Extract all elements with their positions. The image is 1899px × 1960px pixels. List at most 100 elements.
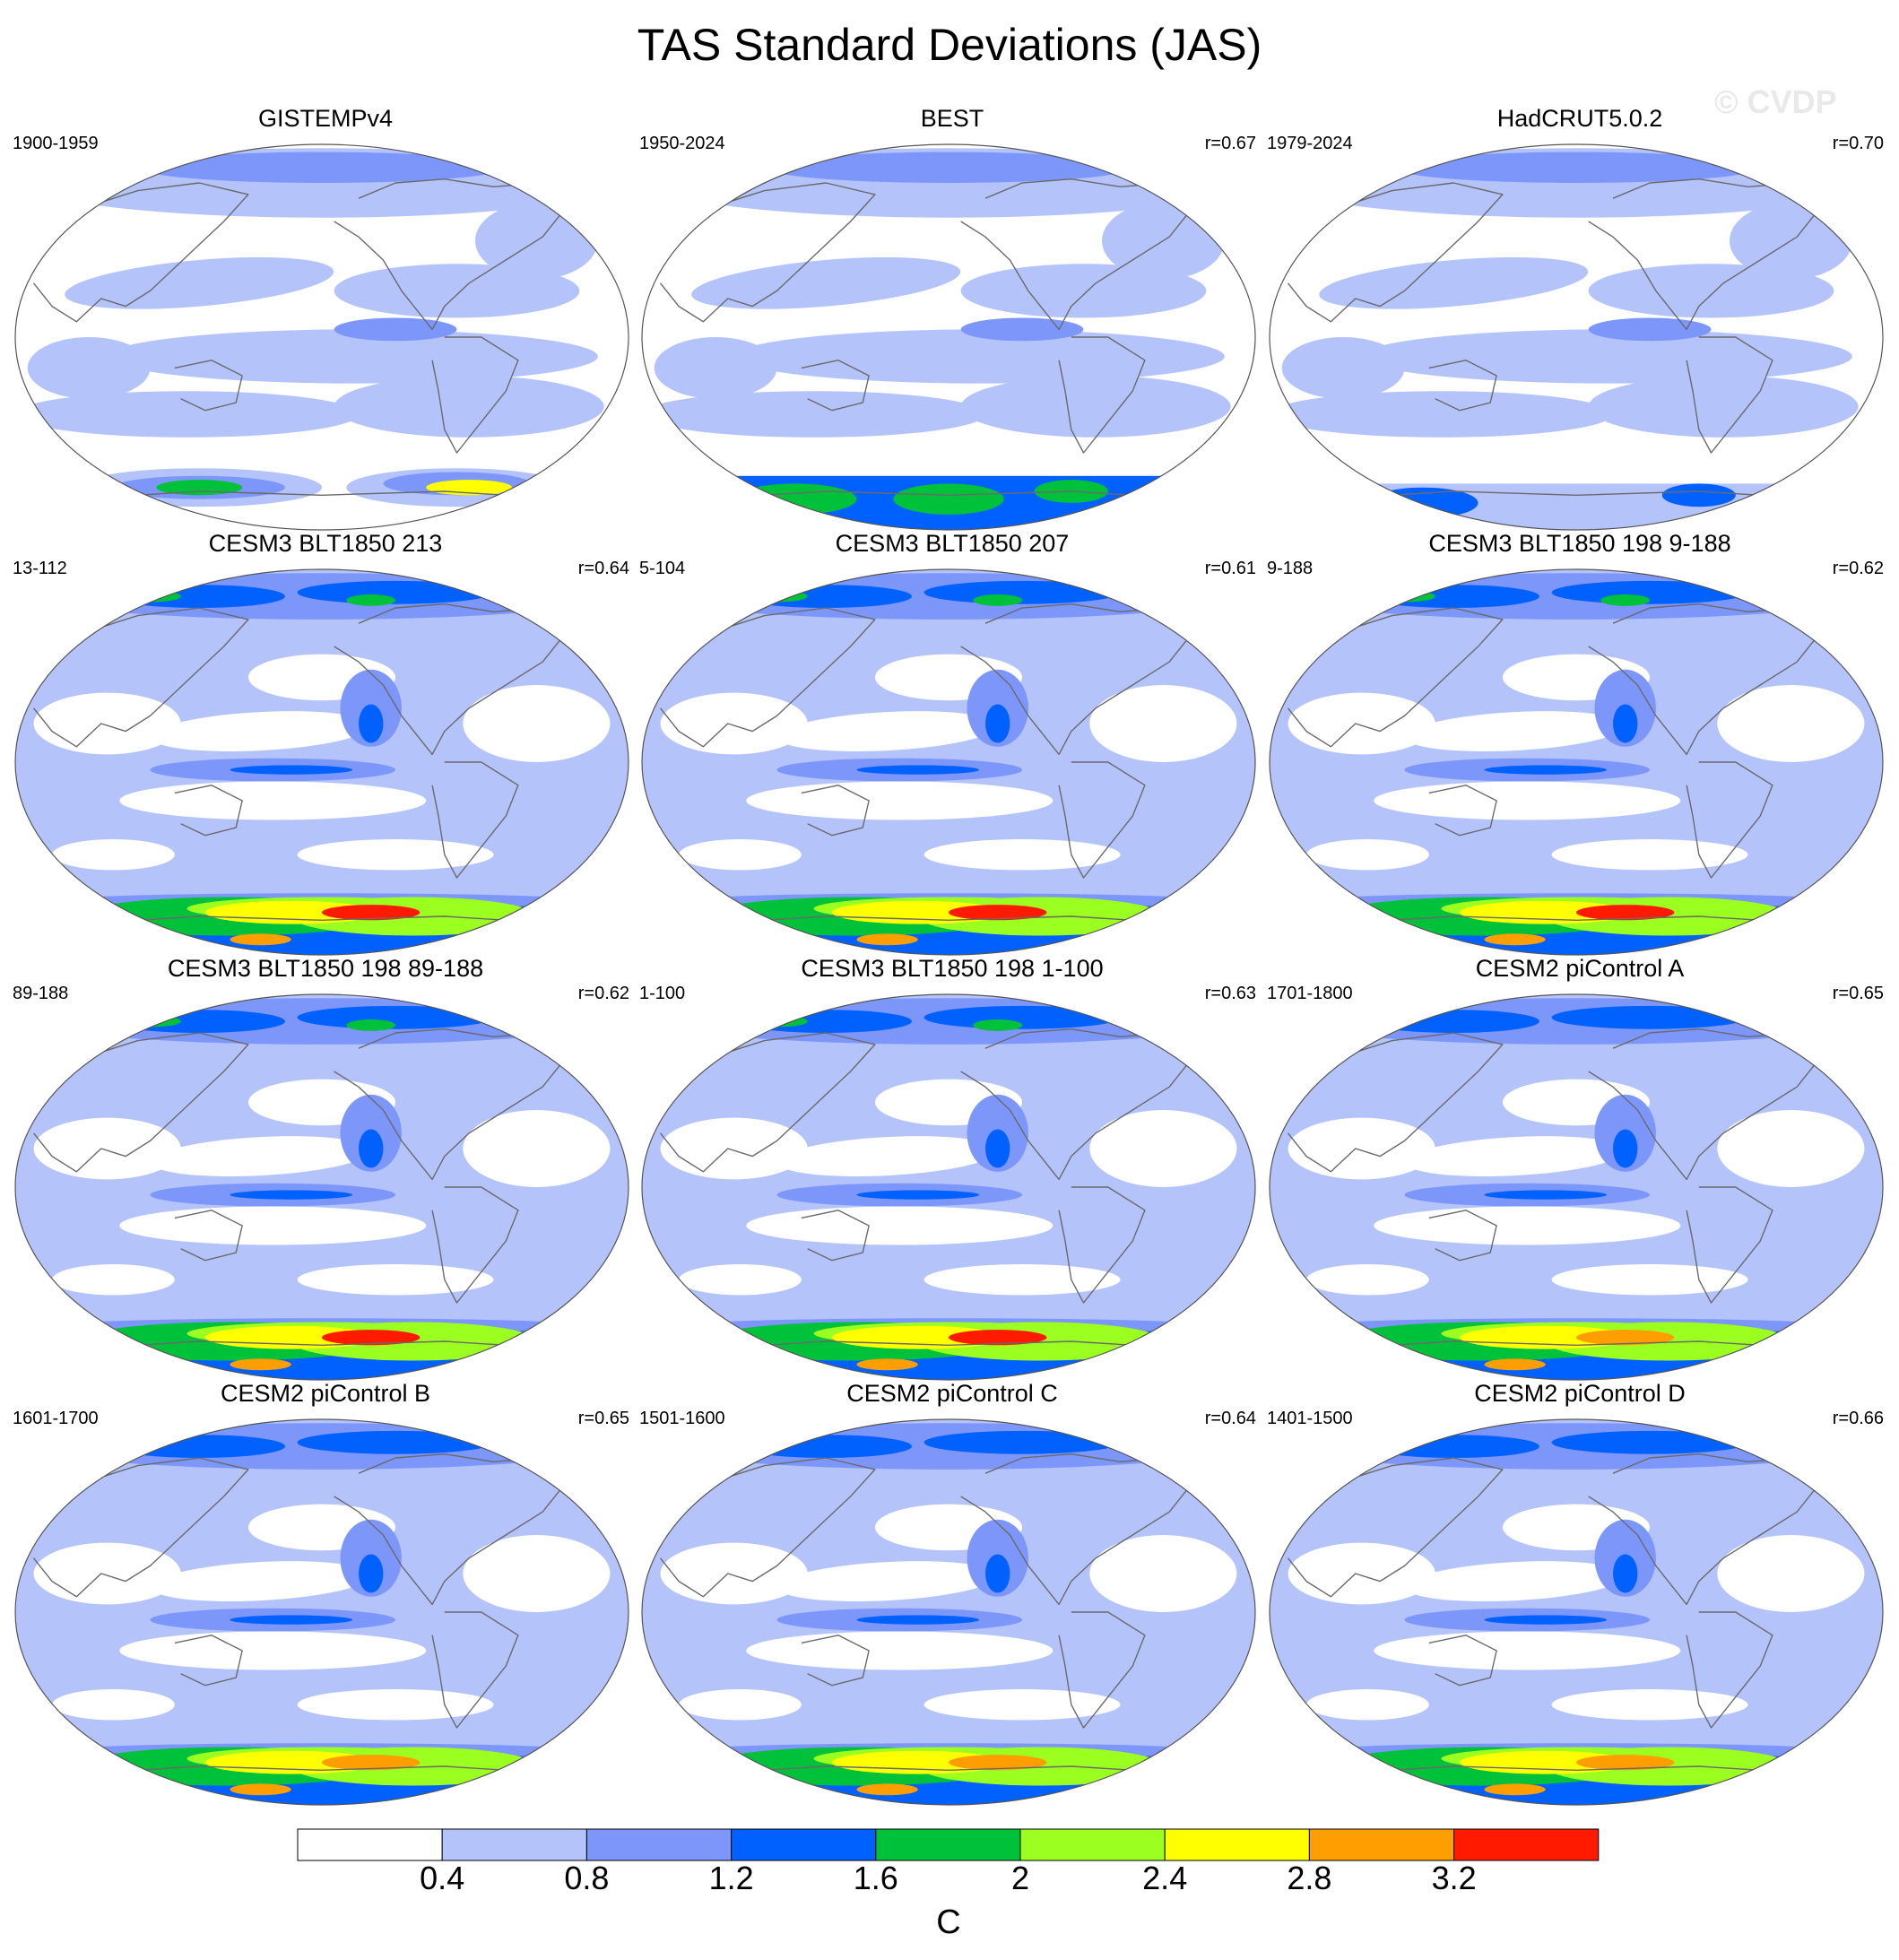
- coastline: [431, 1611, 519, 1729]
- coastline: [703, 915, 1194, 925]
- panel-year-range: 9-188: [1267, 559, 1314, 578]
- coastline: [960, 603, 1195, 756]
- coastline: [801, 1210, 870, 1262]
- panel-pattern-correlation: r=0.65: [1832, 984, 1884, 1003]
- coastline: [1686, 336, 1773, 454]
- map-border: [641, 1418, 1256, 1806]
- coastline: [1428, 360, 1497, 412]
- panel-title: CESM3 BLT1850 198 89-188: [167, 955, 484, 982]
- panel-year-range: 1-100: [639, 984, 686, 1003]
- map-panel: CESM3 BLT1850 207 5-104 r=0.61: [639, 529, 1265, 956]
- coastline: [1058, 336, 1146, 454]
- panel-pattern-correlation: r=0.70: [1832, 134, 1884, 153]
- panel-year-range: 1979-2024: [1267, 134, 1353, 153]
- panel-year-range: 1900-1959: [13, 134, 99, 153]
- coastline: [960, 1028, 1195, 1181]
- coastline: [801, 785, 870, 837]
- robinson-map: [1269, 1418, 1884, 1806]
- coastline: [1802, 170, 1853, 215]
- coastline: [548, 595, 599, 640]
- colorbar-tick-label: 0.4: [420, 1860, 465, 1896]
- coastline: [174, 360, 243, 412]
- panel-title: BEST: [920, 105, 984, 132]
- panel-year-range: 1601-1700: [13, 1409, 99, 1428]
- coastline: [703, 490, 1194, 500]
- colorbar-segment: [297, 1828, 443, 1861]
- coastline: [1175, 595, 1226, 640]
- panel-pattern-correlation: r=0.61: [1204, 559, 1256, 578]
- coastline: [960, 178, 1195, 331]
- map-border: [1269, 143, 1884, 531]
- panel-year-range: 1701-1800: [1267, 984, 1353, 1003]
- coastline: [1058, 1611, 1146, 1729]
- coastline: [334, 1028, 568, 1181]
- panel-title: CESM3 BLT1850 213: [208, 530, 443, 557]
- map-border: [14, 568, 629, 956]
- coastline: [1802, 1445, 1853, 1490]
- coastline: [334, 178, 568, 331]
- map-border: [1269, 993, 1884, 1381]
- panel-title: GISTEMPv4: [257, 105, 394, 132]
- coastline: [1058, 761, 1146, 879]
- map-panel: CESM2 piControl D 1401-1500 r=0.66: [1267, 1379, 1893, 1806]
- panel-pattern-correlation: r=0.64: [577, 559, 629, 578]
- robinson-map: [14, 568, 629, 956]
- map-panel: CESM2 piControl C 1501-1600 r=0.64: [639, 1379, 1265, 1806]
- colorbar-segment: [1453, 1828, 1600, 1861]
- map-panel: CESM2 piControl B 1601-1700 r=0.65: [13, 1379, 638, 1806]
- coastline: [801, 1635, 870, 1687]
- colorbar-segment: [1164, 1828, 1310, 1861]
- coastline: [334, 603, 568, 756]
- coastline: [1588, 1453, 1823, 1606]
- panel-year-range: 89-188: [13, 984, 69, 1003]
- colorbar-tick-label: 1.6: [853, 1860, 898, 1896]
- coastline: [1686, 1186, 1773, 1304]
- coastline: [431, 1186, 519, 1304]
- panel-title: CESM2 piControl B: [220, 1380, 431, 1407]
- colorbar-segment: [875, 1828, 1021, 1861]
- robinson-map: [14, 1418, 629, 1806]
- panel-pattern-correlation: r=0.62: [1832, 559, 1884, 578]
- colorbar-segment: [1308, 1828, 1455, 1861]
- coastline: [1331, 1765, 1822, 1775]
- coastline: [1588, 603, 1823, 756]
- coastline: [548, 170, 599, 215]
- colorbar-tick-label: 2.4: [1142, 1860, 1188, 1896]
- coastline: [1588, 178, 1823, 331]
- coastline: [334, 1453, 568, 1606]
- coastline: [1058, 1186, 1146, 1304]
- panel-pattern-correlation: r=0.66: [1832, 1409, 1884, 1428]
- panel-title: CESM2 piControl A: [1475, 955, 1685, 982]
- panel-year-range: 13-112: [13, 559, 67, 578]
- map-border: [14, 143, 629, 531]
- map-border: [641, 993, 1256, 1381]
- panel-year-range: 5-104: [639, 559, 686, 578]
- coastline: [1428, 1210, 1497, 1262]
- map-border: [14, 1418, 629, 1806]
- map-border: [641, 568, 1256, 956]
- map-panel: BEST 1950-2024 r=0.67: [639, 104, 1265, 531]
- cvdp-watermark: © CVDP: [1714, 83, 1837, 120]
- panel-title: CESM2 piControl D: [1474, 1380, 1686, 1407]
- panel-pattern-correlation: r=0.64: [1204, 1409, 1256, 1428]
- panel-year-range: 1501-1600: [639, 1409, 725, 1428]
- panel-title: HadCRUT5.0.2: [1496, 105, 1663, 132]
- coastline: [76, 490, 568, 500]
- colorbar-tick-label: 1.2: [708, 1860, 754, 1896]
- coastline: [801, 360, 870, 412]
- coastline: [1331, 490, 1822, 500]
- panel-title: CESM3 BLT1850 198 1-100: [801, 955, 1104, 982]
- map-panel: CESM2 piControl A 1701-1800 r=0.65: [1267, 954, 1893, 1381]
- robinson-map: [14, 993, 629, 1381]
- coastline: [1175, 170, 1226, 215]
- coastline: [1428, 1635, 1497, 1687]
- map-panel: HadCRUT5.0.2 1979-2024 r=0.70: [1267, 104, 1893, 531]
- colorbar-tick-label: 3.2: [1431, 1860, 1477, 1896]
- coastline: [76, 1340, 568, 1350]
- coastline: [548, 1020, 599, 1065]
- robinson-map: [641, 143, 1256, 531]
- panel-pattern-correlation: r=0.62: [577, 984, 629, 1003]
- map-panel: CESM3 BLT1850 198 1-100 1-100 r=0.63: [639, 954, 1265, 1381]
- coastline: [1686, 1611, 1773, 1729]
- panel-title: CESM3 BLT1850 198 9-188: [1428, 530, 1731, 557]
